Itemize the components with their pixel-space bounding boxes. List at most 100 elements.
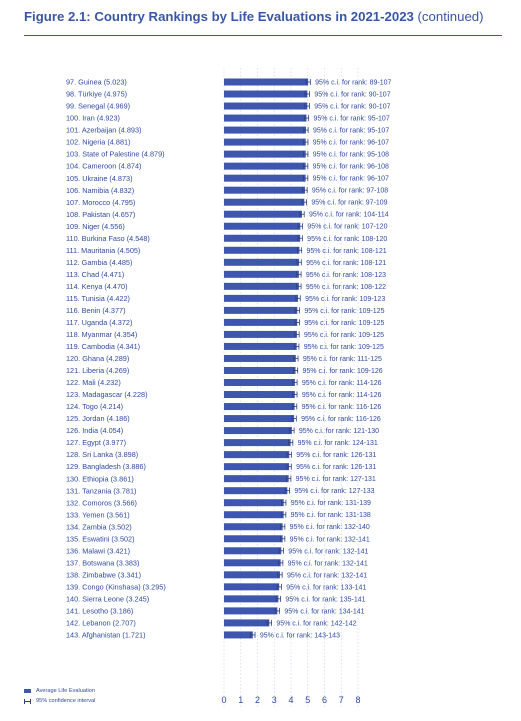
bar	[224, 78, 309, 86]
row-label: 110. Burkina Faso (4.548)	[66, 234, 150, 243]
row-label: 124. Togo (4.214)	[66, 402, 123, 411]
row-label: 133. Yemen (3.561)	[66, 510, 130, 519]
ci-rank-label: 95% c.i. for rank: 126-131	[296, 452, 376, 459]
row-label: 119. Cambodia (4.341)	[66, 342, 140, 351]
bar	[224, 403, 295, 411]
ci-rank-label: 95% c.i. for rank: 109-125	[304, 320, 384, 327]
ci-rank-label: 95% c.i. for rank: 114-126	[302, 380, 382, 387]
row-label: 107. Morocco (4.795)	[66, 198, 135, 207]
ci-rank-label: 95% c.i. for rank: 108-121	[306, 260, 386, 267]
ci-rank-label: 95% c.i. for rank: 109-125	[304, 332, 384, 339]
bar	[224, 523, 283, 531]
ci-rank-label: 95% c.i. for rank: 107-120	[307, 224, 387, 231]
bar	[224, 354, 296, 362]
row-label: 141. Lesotho (3.186)	[66, 606, 133, 615]
bar	[224, 571, 280, 579]
x-tick-label: 2	[255, 695, 260, 705]
ci-rank-label: 95% c.i. for rank: 126-131	[296, 464, 376, 471]
row-label: 99. Senegal (4.969)	[66, 102, 130, 111]
row-label: 116. Benin (4.377)	[66, 306, 126, 315]
ci-rank-label: 95% c.i. for rank: 90-107	[314, 92, 390, 99]
bar	[224, 186, 305, 194]
title-divider	[24, 35, 502, 36]
row-label: 117. Uganda (4.372)	[66, 318, 132, 327]
x-tick-label: 0	[221, 695, 226, 705]
ci-rank-label: 95% c.i. for rank: 97-108	[312, 188, 388, 195]
bar	[224, 595, 279, 603]
row-label: 114. Kenya (4.470)	[66, 282, 128, 291]
ci-rank-label: 95% c.i. for rank: 109-125	[304, 344, 384, 351]
row-label: 125. Jordan (4.186)	[66, 414, 130, 423]
bar	[224, 631, 253, 639]
ci-rank-label: 95% c.i. for rank: 132-140	[290, 524, 370, 531]
bar	[224, 559, 281, 567]
ci-rank-label: 95% c.i. for rank: 131-138	[291, 512, 371, 519]
row-label: 111. Mauritania (4.505)	[66, 246, 140, 255]
row-label: 103. State of Palestine (4.879)	[66, 150, 165, 159]
row-label: 100. Iran (4.923)	[66, 114, 120, 123]
bar	[224, 487, 288, 495]
ci-rank-label: 95% c.i. for rank: 116-126	[302, 404, 382, 411]
row-label: 97. Guinea (5.023)	[66, 78, 127, 87]
ci-rank-label: 95% c.i. for rank: 96-107	[313, 176, 389, 183]
row-label: 136. Malawi (3.421)	[66, 546, 130, 555]
bar	[224, 198, 305, 206]
legend-item-average: Average Life Evaluation	[24, 686, 95, 696]
row-label: 113. Chad (4.471)	[66, 270, 124, 279]
bar	[224, 210, 303, 218]
ci-rank-label: 95% c.i. for rank: 114-126	[302, 392, 382, 399]
row-label: 98. Türkiye (4.975)	[66, 90, 127, 99]
ci-rank-label: 95% c.i. for rank: 97-109	[311, 200, 387, 207]
row-label: 138. Zimbabwe (3.341)	[66, 570, 141, 579]
bar	[224, 366, 296, 374]
ci-rank-label: 95% c.i. for rank: 121-130	[299, 428, 379, 435]
row-label: 132. Comoros (3.566)	[66, 498, 137, 507]
bar	[224, 126, 306, 134]
ci-rank-label: 95% c.i. for rank: 116-126	[301, 416, 381, 423]
figure-title-continued: (continued)	[413, 9, 484, 24]
ci-rank-label: 95% c.i. for rank: 90-107	[314, 104, 390, 111]
bar	[224, 547, 282, 555]
x-tick-label: 7	[339, 695, 344, 705]
ci-rank-label: 95% c.i. for rank: 131-139	[291, 500, 371, 507]
bar	[224, 258, 300, 266]
bar	[224, 270, 299, 278]
bar	[224, 379, 295, 386]
row-label: 106. Namibia (4.832)	[66, 186, 134, 195]
row-label: 115. Tunisia (4.422)	[66, 294, 130, 303]
row-label: 143. Afghanistan (1.721)	[66, 631, 146, 640]
row-label: 120. Ghana (4.289)	[66, 354, 129, 363]
legend-ci-icon	[24, 698, 31, 704]
ci-rank-label: 95% c.i. for rank: 89-107	[315, 80, 391, 87]
x-tick-label: 6	[322, 695, 327, 705]
bar	[224, 246, 300, 254]
legend-bar-swatch	[24, 689, 31, 693]
bar	[224, 342, 297, 350]
bar	[224, 234, 301, 242]
ci-rank-label: 95% c.i. for rank: 132-141	[288, 560, 368, 567]
bar	[224, 439, 291, 447]
bar	[224, 90, 308, 98]
row-label: 123. Madagascar (4.228)	[66, 390, 148, 399]
row-label: 134. Zambia (3.502)	[66, 522, 132, 531]
row-label: 140. Sierra Leone (3.245)	[66, 594, 149, 603]
ci-rank-label: 95% c.i. for rank: 109-126	[303, 368, 383, 375]
ci-rank-label: 95% c.i. for rank: 142-142	[276, 620, 356, 627]
bar	[224, 330, 297, 338]
x-tick-label: 5	[305, 695, 310, 705]
row-label: 121. Liberia (4.269)	[66, 366, 129, 375]
row-label: 129. Bangladesh (3.886)	[66, 462, 146, 471]
bar	[224, 294, 299, 302]
row-label: 126. India (4.054)	[66, 426, 123, 435]
row-label: 127. Egypt (3.977)	[66, 438, 126, 447]
ci-rank-label: 95% c.i. for rank: 96-107	[313, 140, 389, 147]
ci-rank-label: 95% c.i. for rank: 109-125	[304, 308, 384, 315]
ci-rank-label: 95% c.i. for rank: 132-141	[290, 536, 370, 543]
bar	[224, 318, 298, 326]
ci-rank-label: 95% c.i. for rank: 96-108	[313, 164, 389, 171]
ci-rank-label: 95% c.i. for rank: 143-143	[260, 632, 340, 639]
ci-rank-label: 95% c.i. for rank: 108-121	[306, 248, 386, 255]
ci-rank-label: 95% c.i. for rank: 124-131	[298, 440, 378, 447]
ci-rank-label: 95% c.i. for rank: 111-125	[303, 356, 382, 363]
